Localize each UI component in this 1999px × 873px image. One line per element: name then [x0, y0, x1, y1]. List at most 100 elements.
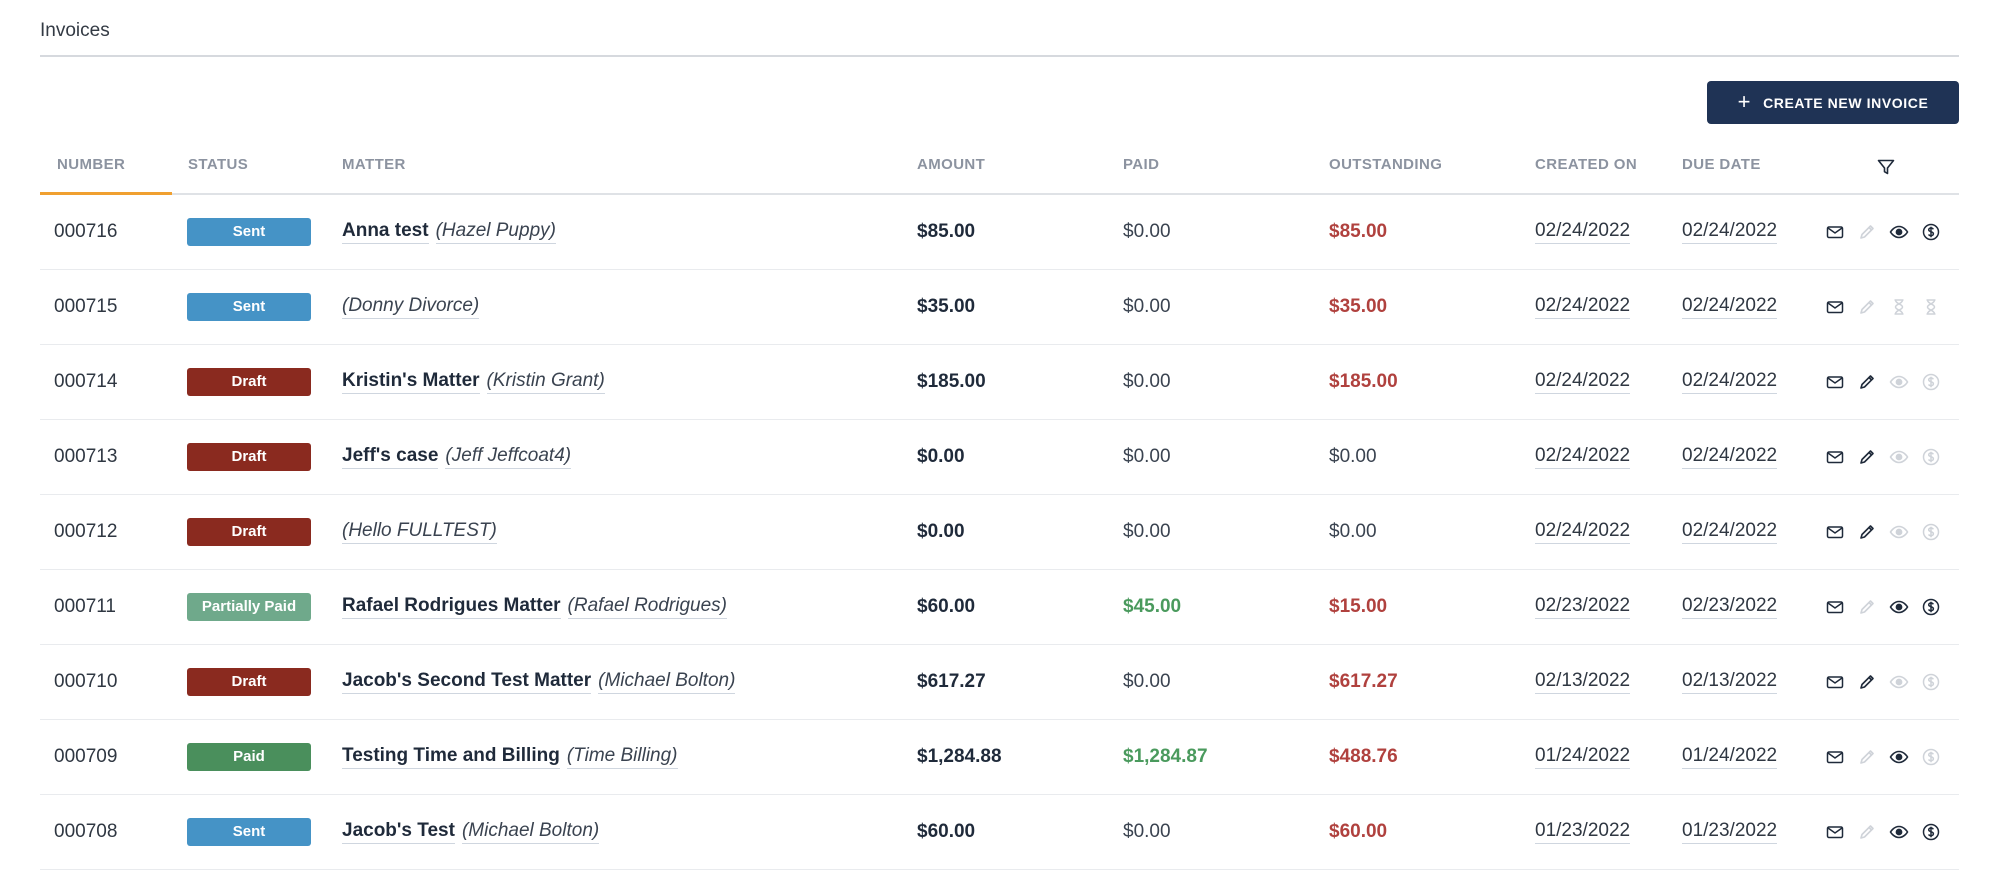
client-link[interactable]: (Time Billing): [566, 745, 678, 769]
dollar-icon[interactable]: [1921, 222, 1941, 242]
pencil-icon[interactable]: [1857, 447, 1877, 467]
table-row[interactable]: 000711 Partially Paid Rafael Rodrigues Mat…: [40, 570, 1959, 645]
due-date: 02/24/2022: [1682, 295, 1778, 319]
dollar-icon[interactable]: [1921, 597, 1941, 617]
matter-link[interactable]: Kristin's Matter: [342, 370, 480, 394]
table-row[interactable]: 000715 Sent (Donny Divorce) $35.00 $0.00 $35.…: [40, 270, 1959, 345]
outstanding-value: $617.27: [1329, 671, 1398, 692]
email-icon[interactable]: [1825, 747, 1845, 767]
table-header: NUMBER STATUS MATTER AMOUNT PAID OUTSTAN…: [40, 145, 1959, 195]
client-link[interactable]: (Jeff Jeffcoat4): [445, 445, 572, 469]
page-title: Invoices: [40, 20, 110, 41]
create-new-invoice-button[interactable]: + CREATE NEW INVOICE: [1707, 81, 1959, 124]
header-paid[interactable]: PAID: [1123, 156, 1160, 173]
due-date: 02/13/2022: [1682, 670, 1778, 694]
client-link[interactable]: (Michael Bolton): [598, 670, 736, 694]
created-on-date: 01/23/2022: [1535, 820, 1631, 844]
sort-indicator: [40, 192, 172, 195]
row-actions: [1825, 645, 1941, 719]
eye-icon: [1889, 447, 1909, 467]
matter-cell: Rafael Rodrigues Matter (Rafael Rodrigues…: [342, 570, 728, 644]
pencil-icon[interactable]: [1857, 672, 1877, 692]
client-link[interactable]: (Donny Divorce): [342, 295, 480, 319]
email-icon[interactable]: [1825, 447, 1845, 467]
table-row[interactable]: 000714 Draft Kristin's Matter (Kristin Gran…: [40, 345, 1959, 420]
matter-cell: Jacob's Test (Michael Bolton): [342, 795, 600, 869]
created-on-cell: 02/13/2022: [1535, 645, 1631, 719]
row-actions: [1825, 345, 1941, 419]
client-link[interactable]: (Hazel Puppy): [435, 220, 556, 244]
table-row[interactable]: 000709 Paid Testing Time and Billing (Time …: [40, 720, 1959, 795]
paid-value: $0.00: [1123, 221, 1171, 242]
due-date: 02/23/2022: [1682, 595, 1778, 619]
client-link[interactable]: (Rafael Rodrigues): [567, 595, 728, 619]
email-icon[interactable]: [1825, 522, 1845, 542]
email-icon[interactable]: [1825, 297, 1845, 317]
eye-icon: [1889, 522, 1909, 542]
paid-value: $45.00: [1123, 596, 1182, 617]
matter-link[interactable]: Jacob's Second Test Matter: [342, 670, 592, 694]
client-link[interactable]: (Michael Bolton): [461, 820, 600, 844]
header-created-on[interactable]: CREATED ON: [1535, 156, 1638, 173]
due-date-cell: 02/13/2022: [1682, 645, 1778, 719]
dollar-icon: [1921, 447, 1941, 467]
matter-link[interactable]: Anna test: [342, 220, 429, 244]
header-amount[interactable]: AMOUNT: [917, 156, 986, 173]
due-date-cell: 02/24/2022: [1682, 345, 1778, 419]
pencil-icon[interactable]: [1857, 372, 1877, 392]
matter-cell: Testing Time and Billing (Time Billing): [342, 720, 678, 794]
status-badge: Partially Paid: [187, 593, 311, 621]
invoice-number: 000714: [54, 371, 118, 392]
due-date-cell: 02/24/2022: [1682, 420, 1778, 494]
matter-link[interactable]: Testing Time and Billing: [342, 745, 560, 769]
amount-value: $85.00: [917, 221, 976, 242]
created-on-cell: 02/24/2022: [1535, 495, 1631, 569]
email-icon[interactable]: [1825, 672, 1845, 692]
table-row[interactable]: 000716 Sent Anna test (Hazel Puppy) $85.00 $0…: [40, 195, 1959, 270]
header-due-date[interactable]: DUE DATE: [1682, 156, 1761, 173]
created-on-cell: 02/24/2022: [1535, 195, 1631, 269]
amount-value: $1,284.88: [917, 746, 1002, 767]
created-on-date: 02/24/2022: [1535, 445, 1631, 469]
pencil-icon[interactable]: [1857, 522, 1877, 542]
email-icon[interactable]: [1825, 597, 1845, 617]
eye-icon[interactable]: [1889, 597, 1909, 617]
table-body: 000716 Sent Anna test (Hazel Puppy) $85.00 $0…: [40, 195, 1959, 870]
paid-value: $0.00: [1123, 296, 1171, 317]
matter-link[interactable]: Jacob's Test: [342, 820, 455, 844]
status-badge: Paid: [187, 743, 311, 771]
dollar-icon[interactable]: [1921, 822, 1941, 842]
client-link[interactable]: (Kristin Grant): [486, 370, 605, 394]
matter-link[interactable]: Rafael Rodrigues Matter: [342, 595, 561, 619]
header-status[interactable]: STATUS: [188, 156, 249, 173]
client-link[interactable]: (Hello FULLTEST): [342, 520, 497, 544]
due-date: 02/24/2022: [1682, 220, 1778, 244]
table-row[interactable]: 000713 Draft Jeff's case (Jeff Jeffcoat4) $0…: [40, 420, 1959, 495]
row-actions: [1825, 720, 1941, 794]
header-number[interactable]: NUMBER: [57, 156, 126, 173]
filter-icon[interactable]: [1876, 157, 1896, 177]
due-date-cell: 01/23/2022: [1682, 795, 1778, 869]
status-cell: Paid: [187, 720, 311, 794]
header-outstanding[interactable]: OUTSTANDING: [1329, 156, 1443, 173]
status-cell: Draft: [187, 645, 311, 719]
email-icon[interactable]: [1825, 372, 1845, 392]
table-row[interactable]: 000712 Draft (Hello FULLTEST) $0.00 $0.00 $0.…: [40, 495, 1959, 570]
eye-icon[interactable]: [1889, 747, 1909, 767]
header-matter[interactable]: MATTER: [342, 156, 406, 173]
eye-icon[interactable]: [1889, 822, 1909, 842]
created-on-date: 02/13/2022: [1535, 670, 1631, 694]
hourglass-icon: [1889, 297, 1909, 317]
outstanding-value: $60.00: [1329, 821, 1388, 842]
table-row[interactable]: 000708 Sent Jacob's Test (Michael Bolton) $6…: [40, 795, 1959, 870]
matter-cell: (Hello FULLTEST): [342, 495, 497, 569]
created-on-date: 02/24/2022: [1535, 295, 1631, 319]
eye-icon[interactable]: [1889, 222, 1909, 242]
email-icon[interactable]: [1825, 222, 1845, 242]
table-row[interactable]: 000710 Draft Jacob's Second Test Matter (Mi…: [40, 645, 1959, 720]
matter-link[interactable]: Jeff's case: [342, 445, 439, 469]
email-icon[interactable]: [1825, 822, 1845, 842]
due-date: 02/24/2022: [1682, 370, 1778, 394]
due-date-cell: 02/24/2022: [1682, 195, 1778, 269]
status-badge: Sent: [187, 218, 311, 246]
